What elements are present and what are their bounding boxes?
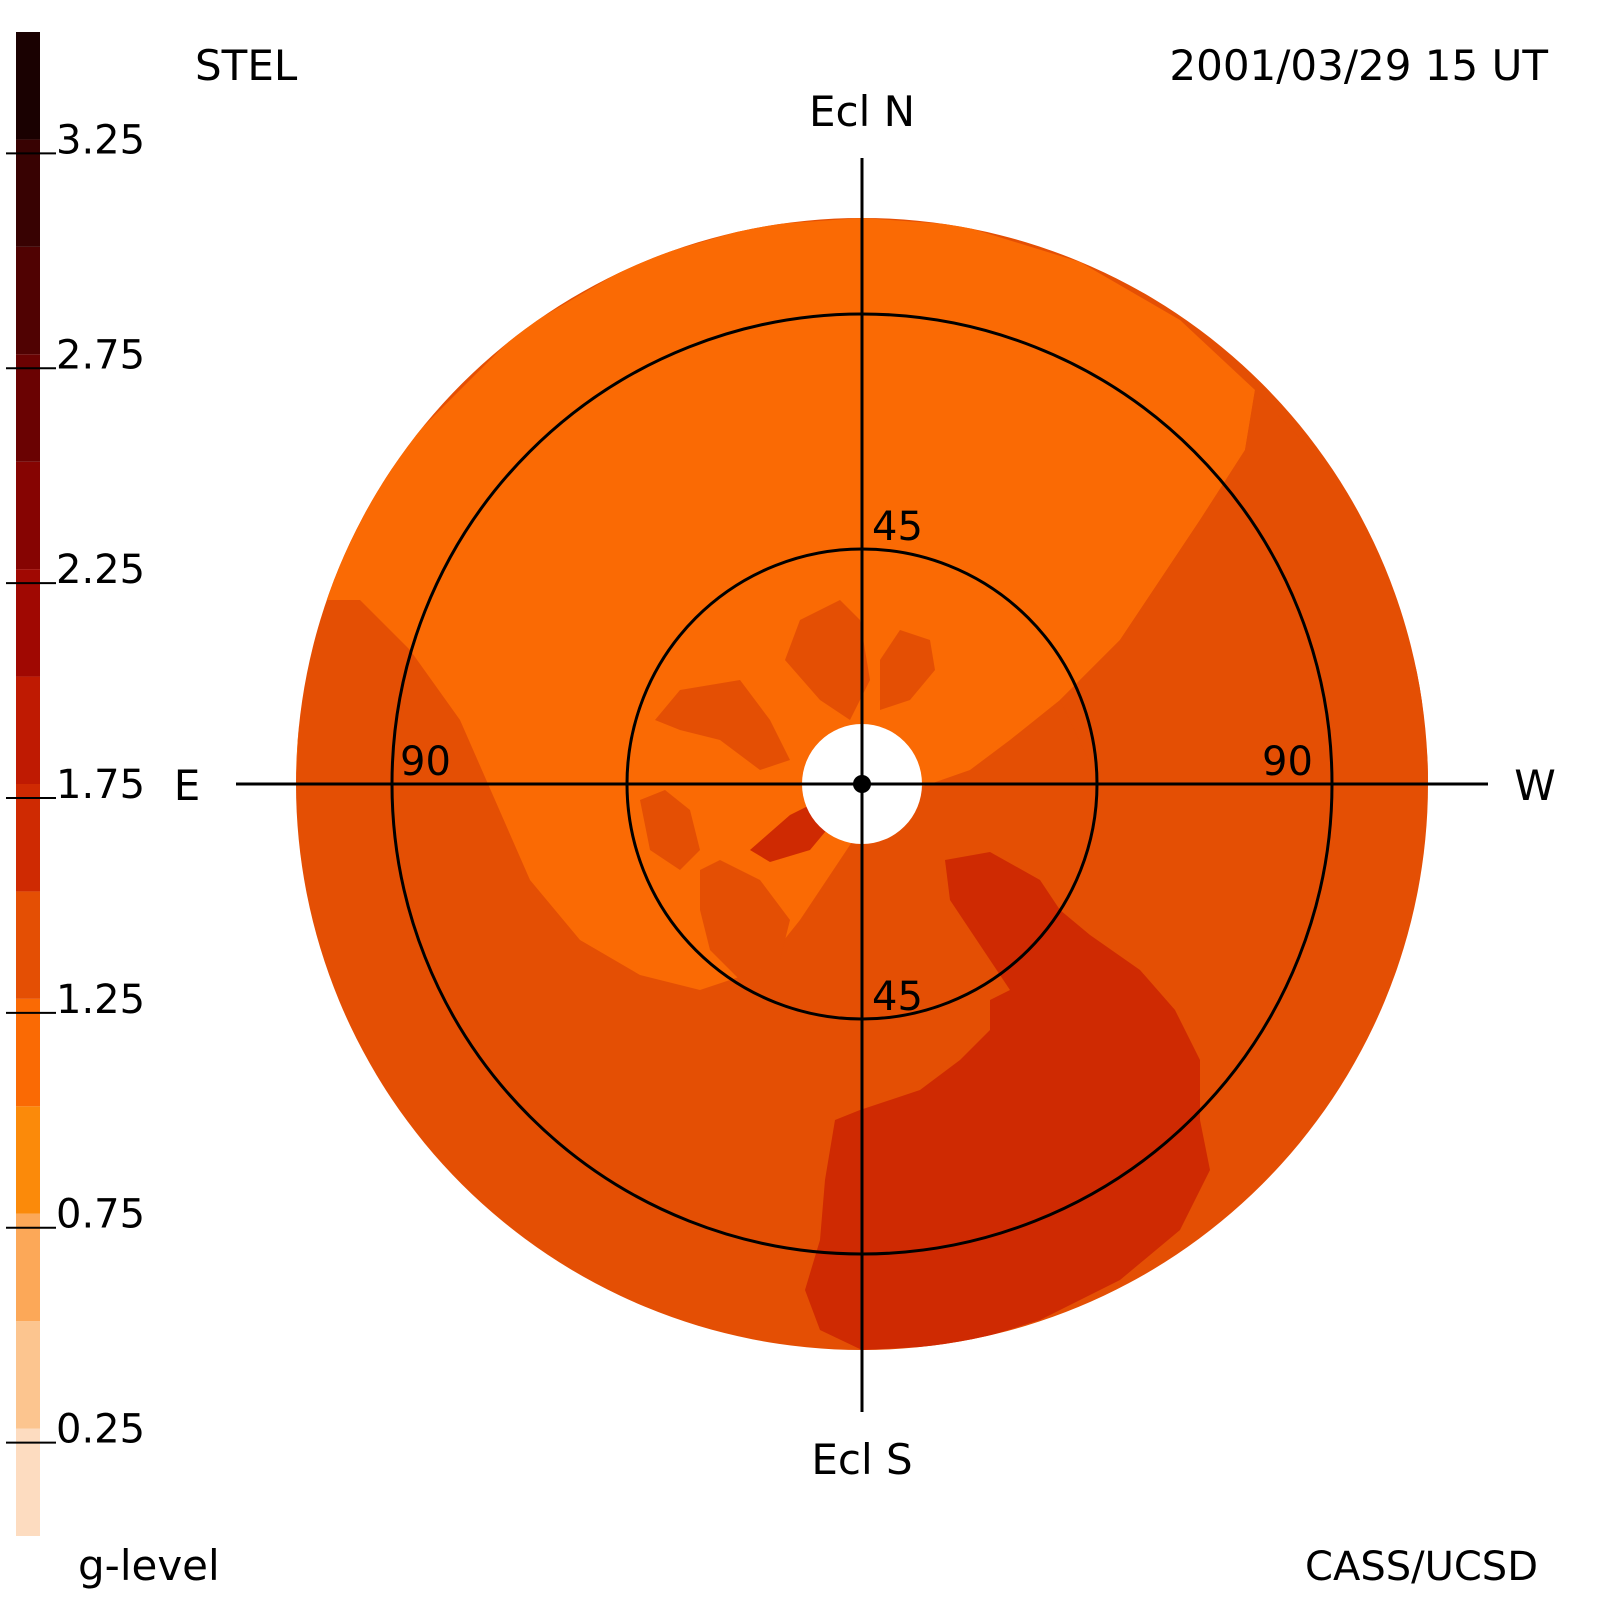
colorbar-band-13 xyxy=(16,32,40,140)
colorbar-band-4 xyxy=(16,998,40,1107)
map-region-southwest-enhancement xyxy=(805,852,1210,1350)
credit-label: CASS/UCSD xyxy=(1305,1544,1538,1590)
ring-label-90-east: 90 xyxy=(400,739,451,785)
colorbar-band-9 xyxy=(16,461,40,570)
colorbar-tick-label: 0.25 xyxy=(56,1407,145,1453)
colorbar-band-12 xyxy=(16,139,40,247)
instrument-label: STEL xyxy=(195,41,298,90)
map-region-inner-feature-3 xyxy=(655,680,790,770)
colorbar: 0.25 0.75 1.25 1.75 2.25 2.75 3.25 xyxy=(6,32,145,1536)
axis-label-west: W xyxy=(1514,761,1556,810)
map-region-inner-feature-4 xyxy=(640,790,700,870)
map-region-inner-feature-1 xyxy=(785,600,870,720)
colorbar-band-2 xyxy=(16,1213,40,1322)
colorbar-band-7 xyxy=(16,676,40,784)
map-region-inner-feature-2 xyxy=(880,630,935,710)
timestamp-label: 2001/03/29 15 UT xyxy=(1169,41,1548,90)
colorbar-band-3 xyxy=(16,1106,40,1214)
colorbar-band-10 xyxy=(16,354,40,462)
map-region-enhanced-north xyxy=(296,218,1255,990)
colorbar-band-1 xyxy=(16,1321,40,1429)
sky-map: 45 45 90 90 Ecl N Ecl S E W xyxy=(174,87,1556,1484)
colorbar-band-11 xyxy=(16,246,40,355)
map-region-west-lobe xyxy=(1060,390,1428,784)
ring-label-45-north: 45 xyxy=(872,504,923,550)
colorbar-title: g-level xyxy=(78,1541,220,1590)
colorbar-band-8 xyxy=(16,569,40,677)
colorbar-tick-label: 3.25 xyxy=(56,117,145,163)
colorbar-tick-label: 2.75 xyxy=(56,332,145,378)
ring-label-45-south: 45 xyxy=(872,974,923,1020)
colorbar-band-0 xyxy=(16,1428,40,1536)
colorbar-band-5 xyxy=(16,891,40,999)
map-region-inner-feature-6 xyxy=(700,860,790,980)
colorbar-tick-label: 2.25 xyxy=(56,547,145,593)
colorbar-tick-label: 1.75 xyxy=(56,762,145,808)
colorbar-band-6 xyxy=(16,784,40,892)
colorbar-tick-label: 0.75 xyxy=(56,1192,145,1238)
axis-label-south: Ecl S xyxy=(811,1435,912,1484)
colorbar-tick-label: 1.25 xyxy=(56,977,145,1023)
axis-label-east: E xyxy=(174,761,201,810)
ring-label-90-west: 90 xyxy=(1262,739,1313,785)
axis-label-north: Ecl N xyxy=(809,87,915,136)
